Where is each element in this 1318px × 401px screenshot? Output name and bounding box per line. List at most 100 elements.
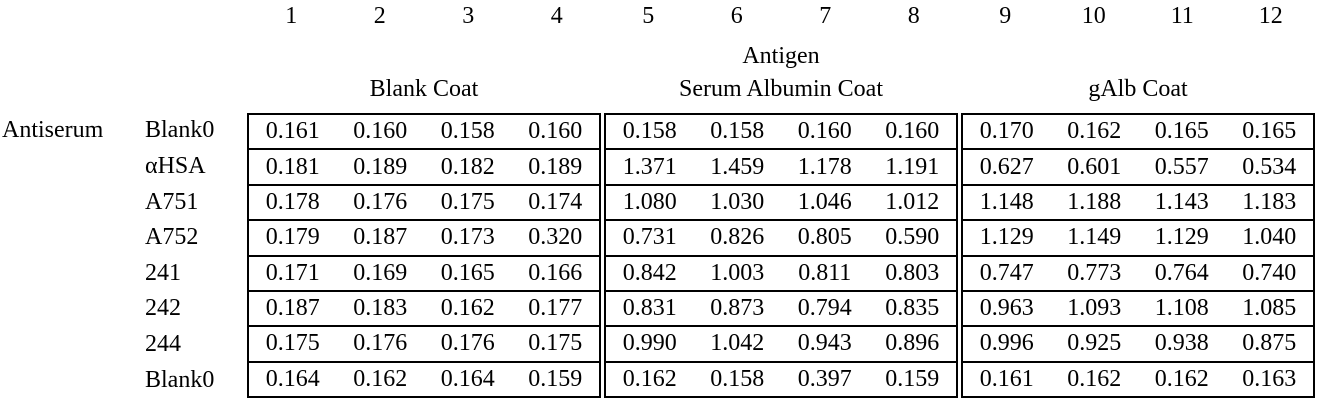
row-label: A751 — [145, 188, 199, 215]
od-value-cell: 0.557 — [1154, 153, 1209, 180]
column-number: 5 — [642, 3, 655, 29]
od-value-cell: 0.162 — [1154, 365, 1209, 392]
od-value-cell: 0.182 — [440, 153, 495, 180]
table-row: 0.831 0.873 0.794 0.835 — [606, 292, 956, 328]
od-value-cell: 0.826 — [710, 224, 765, 251]
od-value-cell: 0.171 — [265, 259, 320, 286]
od-value-cell: 1.042 — [710, 330, 765, 357]
column-number: 7 — [819, 3, 832, 29]
od-value-cell: 0.158 — [710, 118, 765, 145]
od-value-cell: 0.873 — [710, 295, 765, 322]
row-label-pane: Antiserum Blank0 αHSA A751 A752 241 242 … — [0, 113, 247, 398]
od-value-cell: 0.176 — [440, 330, 495, 357]
column-number: 9 — [999, 3, 1012, 29]
od-value-cell: 0.177 — [528, 295, 583, 322]
od-value-cell: 0.773 — [1067, 259, 1122, 286]
od-value-cell: 0.627 — [979, 153, 1034, 180]
row-label: Blank0 — [145, 366, 215, 393]
column-number: 11 — [1170, 3, 1194, 29]
od-value-cell: 1.371 — [622, 153, 677, 180]
od-value-cell: 0.178 — [265, 188, 320, 215]
table-row: 0.161 0.162 0.162 0.163 — [963, 363, 1313, 396]
od-value-cell: 0.160 — [797, 118, 852, 145]
column-number: 3 — [462, 3, 475, 29]
table-row: 0.175 0.176 0.176 0.175 — [249, 327, 599, 363]
od-value-cell: 0.159 — [528, 365, 583, 392]
od-value-cell: 1.188 — [1067, 188, 1122, 215]
od-value-cell: 0.189 — [528, 153, 583, 180]
od-value-cell: 0.835 — [885, 295, 940, 322]
od-value-cell: 0.590 — [885, 224, 940, 251]
table-row: 0.996 0.925 0.938 0.875 — [963, 327, 1313, 363]
od-value-cell: 1.003 — [710, 259, 765, 286]
od-value-cell: 0.938 — [1154, 330, 1209, 357]
coat-header-blank: Blank Coat — [247, 73, 601, 106]
od-value-cell: 0.320 — [528, 224, 583, 251]
row-label: A752 — [145, 224, 199, 251]
column-numbers-group-1: 1 2 3 4 — [247, 3, 601, 40]
column-number: 8 — [907, 3, 920, 29]
od-value-cell: 0.183 — [353, 295, 408, 322]
table-row: 0.164 0.162 0.164 0.159 — [249, 363, 599, 396]
od-value-cell: 0.187 — [353, 224, 408, 251]
galb-coat-group: 0.170 0.162 0.165 0.165 0.627 0.601 0.55… — [961, 113, 1315, 398]
blank-coat-group: 0.161 0.160 0.158 0.160 0.181 0.189 0.18… — [247, 113, 601, 398]
column-number: 12 — [1258, 3, 1283, 29]
antigen-header-spacer — [961, 40, 1315, 73]
od-value-cell: 0.161 — [979, 365, 1034, 392]
od-value-cell: 0.165 — [1242, 118, 1297, 145]
row-label: 242 — [145, 295, 181, 322]
row-label: 241 — [145, 259, 181, 286]
od-value-cell: 0.161 — [265, 118, 320, 145]
column-numbers-group-2: 5 6 7 8 — [604, 3, 958, 40]
od-value-cell: 0.181 — [265, 153, 320, 180]
od-value-cell: 0.896 — [885, 330, 940, 357]
od-value-cell: 0.165 — [440, 259, 495, 286]
table-row: 0.178 0.176 0.175 0.174 — [249, 186, 599, 222]
od-value-cell: 0.162 — [353, 365, 408, 392]
table-row: 0.179 0.187 0.173 0.320 — [249, 221, 599, 257]
header-spacer — [0, 73, 247, 106]
od-value-cell: 0.996 — [979, 330, 1034, 357]
od-value-cell: 0.601 — [1067, 153, 1122, 180]
od-value-cell: 0.831 — [622, 295, 677, 322]
od-value-cell: 1.093 — [1067, 295, 1122, 322]
od-value-cell: 0.534 — [1242, 153, 1297, 180]
od-value-cell: 0.164 — [265, 365, 320, 392]
column-number: 6 — [730, 3, 743, 29]
od-value-cell: 0.162 — [1067, 365, 1122, 392]
od-value-cell: 0.175 — [528, 330, 583, 357]
coat-header-label: Blank Coat — [369, 76, 479, 102]
od-value-cell: 1.148 — [979, 188, 1034, 215]
od-value-cell: 0.163 — [1242, 365, 1297, 392]
antigen-label: Antigen — [742, 43, 820, 69]
od-value-cell: 0.943 — [797, 330, 852, 357]
table-row: 0.990 1.042 0.943 0.896 — [606, 327, 956, 363]
od-value-cell: 0.158 — [622, 118, 677, 145]
od-value-cell: 0.173 — [440, 224, 495, 251]
od-value-cell: 0.794 — [797, 295, 852, 322]
od-value-cell: 1.046 — [797, 188, 852, 215]
od-value-cell: 0.803 — [885, 259, 940, 286]
coat-headers-row: Blank Coat Serum Albumin Coat gAlb Coat — [0, 73, 1318, 106]
od-value-cell: 0.165 — [1154, 118, 1209, 145]
od-value-cell: 0.990 — [622, 330, 677, 357]
od-value-cell: 1.183 — [1242, 188, 1297, 215]
od-value-cell: 1.030 — [710, 188, 765, 215]
od-value-cell: 0.963 — [979, 295, 1034, 322]
od-value-cell: 0.169 — [353, 259, 408, 286]
od-value-cell: 0.189 — [353, 153, 408, 180]
od-value-cell: 1.149 — [1067, 224, 1122, 251]
od-value-cell: 0.159 — [885, 365, 940, 392]
od-value-cell: 0.179 — [265, 224, 320, 251]
column-number: 1 — [285, 3, 298, 29]
table-row: 0.158 0.158 0.160 0.160 — [606, 115, 956, 151]
row-label: 244 — [145, 331, 181, 358]
od-value-cell: 0.158 — [710, 365, 765, 392]
od-value-cell: 1.191 — [885, 153, 940, 180]
antigen-header-row: Antigen — [0, 40, 1318, 73]
table-row: 0.170 0.162 0.165 0.165 — [963, 115, 1313, 151]
column-number: 2 — [373, 3, 386, 29]
od-value-cell: 0.747 — [979, 259, 1034, 286]
table-row: 0.747 0.773 0.764 0.740 — [963, 257, 1313, 292]
